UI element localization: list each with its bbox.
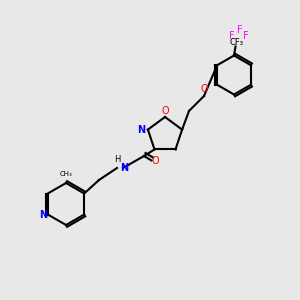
Text: O: O <box>200 85 208 94</box>
Text: CF₃: CF₃ <box>230 38 244 47</box>
Text: N: N <box>137 124 145 135</box>
Text: O: O <box>152 155 159 166</box>
Text: F: F <box>243 31 249 41</box>
Text: O: O <box>161 106 169 116</box>
Text: F: F <box>230 31 235 41</box>
Text: F: F <box>237 25 243 35</box>
Text: N: N <box>39 209 47 220</box>
Text: CH₃: CH₃ <box>60 171 72 177</box>
Text: H: H <box>114 155 120 164</box>
Text: N: N <box>121 163 129 173</box>
